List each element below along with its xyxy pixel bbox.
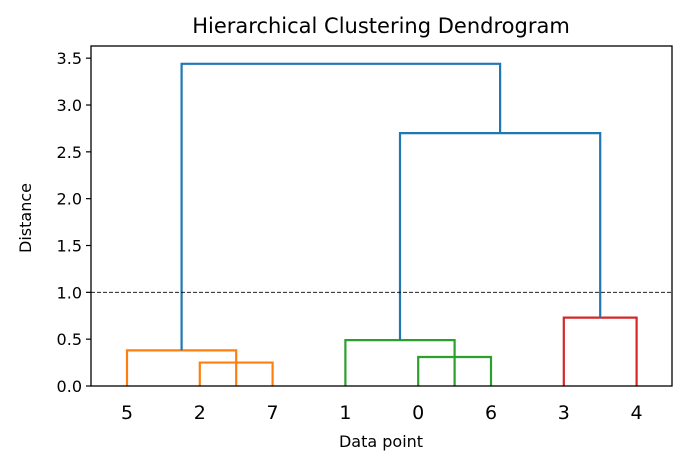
x-tick-label-3: 1 xyxy=(339,402,351,424)
x-axis-label: Data point xyxy=(339,432,423,451)
y-axis-label: Distance xyxy=(16,183,35,253)
y-tick-label-3: 1.5 xyxy=(57,237,82,256)
y-tick-label-7: 3.5 xyxy=(57,49,82,68)
x-tick-label-5: 6 xyxy=(485,402,497,424)
y-axis-ticks: 0.0 0.5 1.0 1.5 2.0 2.5 3.0 3.5 xyxy=(57,49,91,396)
x-tick-label-7: 4 xyxy=(631,402,643,424)
y-tick-label-2: 1.0 xyxy=(57,283,82,302)
dendrogram-link-3 xyxy=(344,339,456,386)
chart-title: Hierarchical Clustering Dendrogram xyxy=(192,14,570,38)
x-tick-label-6: 3 xyxy=(558,402,570,424)
y-tick-label-5: 2.5 xyxy=(57,143,82,162)
dendrogram-link-5 xyxy=(398,132,602,341)
x-tick-label-1: 2 xyxy=(194,402,206,424)
dendrogram-link-4 xyxy=(562,316,638,386)
y-tick-label-6: 3.0 xyxy=(57,96,82,115)
y-tick-label-1: 0.5 xyxy=(57,330,82,349)
y-tick-label-0: 0.0 xyxy=(57,377,82,396)
dendrogram-link-1 xyxy=(125,349,238,386)
x-axis-ticks: 5 2 7 1 0 6 3 4 xyxy=(121,402,643,424)
dendrogram-links xyxy=(125,62,638,386)
x-tick-label-2: 7 xyxy=(267,402,279,424)
y-tick-label-4: 2.0 xyxy=(57,190,82,209)
x-tick-label-0: 5 xyxy=(121,402,133,424)
plot-frame xyxy=(90,45,673,387)
x-tick-label-4: 0 xyxy=(412,402,424,424)
dendrogram-link-6 xyxy=(180,62,502,351)
